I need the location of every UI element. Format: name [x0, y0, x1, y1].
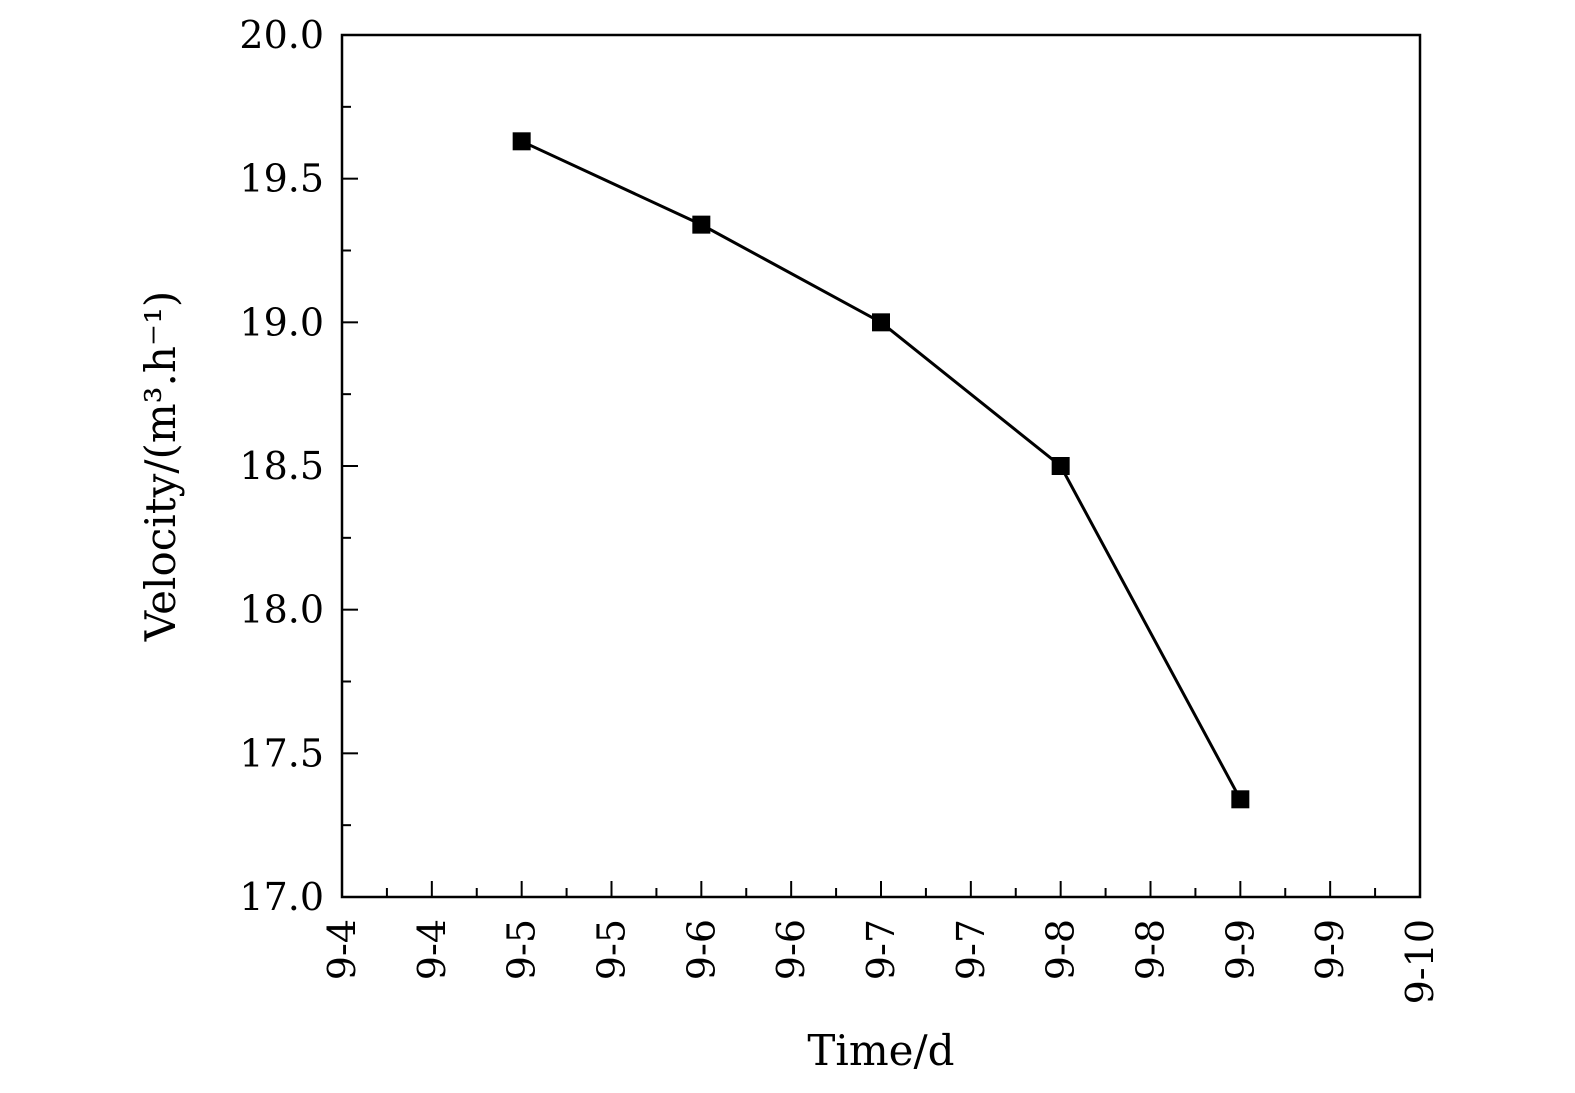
x-tick-label: 9-8	[1039, 919, 1083, 980]
data-point-marker	[872, 313, 890, 332]
x-tick-label: 9-7	[949, 919, 993, 980]
y-tick-label: 17.0	[239, 875, 324, 919]
x-tick-label: 9-5	[500, 919, 544, 980]
series-line	[521, 139, 1242, 801]
y-tick-label: 18.0	[239, 588, 324, 632]
x-tick-label: 9-10	[1398, 919, 1442, 1004]
x-tick-label: 9-9	[1308, 919, 1352, 980]
data-point-marker	[1051, 457, 1070, 475]
y-axis-title: Velocity/(m³.h⁻¹)	[136, 291, 185, 643]
data-point-marker	[692, 215, 711, 234]
x-tick-label: 9-8	[1129, 919, 1173, 980]
x-tick-label: 9-4	[320, 919, 364, 980]
x-tick-label: 9-5	[590, 919, 634, 980]
data-point-marker	[512, 132, 531, 151]
y-tick-label: 20.0	[239, 13, 324, 57]
y-tick-label: 19.0	[239, 300, 324, 344]
y-tick-label: 17.5	[239, 731, 324, 775]
data-series	[512, 132, 1250, 809]
plot-frame	[340, 33, 1422, 899]
x-tick-label: 9-6	[679, 919, 723, 980]
x-tick-label: 9-7	[859, 919, 903, 980]
x-tick-label: 9-9	[1218, 919, 1262, 980]
y-tick-label: 18.5	[239, 444, 324, 488]
x-tick-label: 9-4	[410, 919, 454, 980]
x-tick-label: 9-6	[769, 919, 813, 980]
x-axis: 9-4 9-4 9-5 9-5 9-6 9-6 9-7 9-7 9-8 9-8 9-9 9-9 9-10	[320, 881, 1442, 1004]
data-point-marker	[1231, 790, 1250, 809]
y-tick-label: 19.5	[239, 157, 324, 201]
x-axis-title: Time/d	[807, 1026, 954, 1075]
y-axis: 17.0 17.5 18.0 18.5 19.0 19.5 20.0	[239, 13, 358, 919]
